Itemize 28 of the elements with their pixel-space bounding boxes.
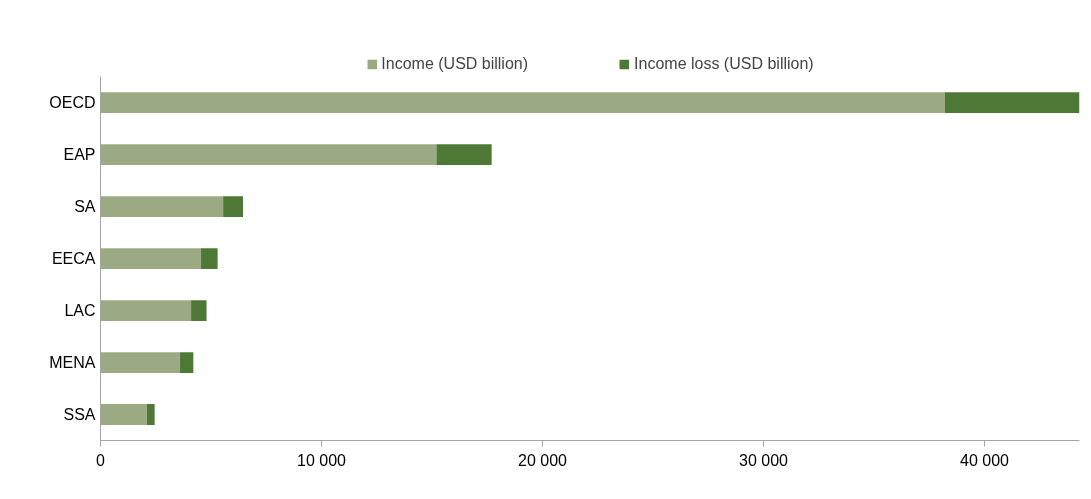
bar — [436, 144, 492, 166]
bar — [223, 196, 244, 218]
x-tick-label: 0 — [96, 451, 106, 469]
y-tick-label: EAP — [63, 146, 96, 164]
bar — [100, 248, 202, 269]
bar — [100, 300, 192, 321]
y-tick-label: SA — [74, 198, 96, 216]
bar — [100, 92, 945, 114]
y-tick-label: EECA — [51, 250, 96, 268]
y-tick-label: LAC — [64, 302, 96, 320]
bar — [100, 144, 437, 166]
legend-label: Income (USD billion) — [381, 55, 529, 73]
legend-label: Income loss (USD billion) — [634, 55, 814, 73]
bar — [944, 92, 1080, 114]
x-tick-label: 30 000 — [739, 451, 789, 469]
y-tick-label: SSA — [63, 406, 96, 424]
x-tick-label: 20 000 — [518, 451, 568, 469]
bar — [100, 196, 224, 218]
y-tick-label: OECD — [49, 94, 96, 112]
bar — [100, 352, 181, 373]
bar — [146, 404, 155, 425]
bar — [180, 352, 194, 373]
x-tick-label: 40 000 — [960, 451, 1010, 469]
y-tick-label: MENA — [49, 354, 96, 372]
bar — [191, 300, 207, 321]
bar — [100, 404, 147, 425]
bar — [201, 248, 218, 269]
x-tick-label: 10 000 — [297, 451, 347, 469]
